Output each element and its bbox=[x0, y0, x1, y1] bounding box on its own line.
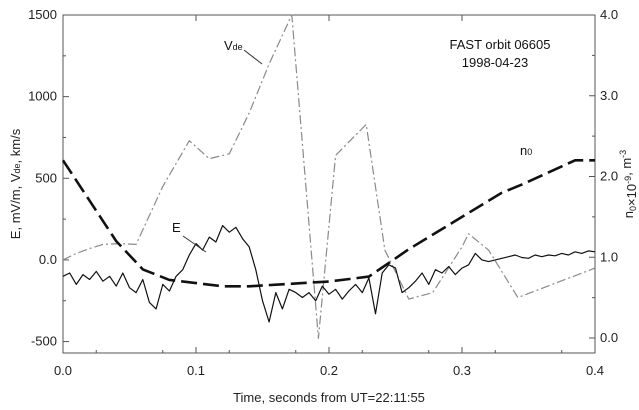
y-right-tick-label: 0.0 bbox=[600, 330, 618, 345]
series-line-e bbox=[62, 225, 596, 323]
x-tick-label: 0.2 bbox=[320, 363, 338, 378]
x-axis-label: Time, seconds from UT=22:11:55 bbox=[233, 390, 425, 405]
x-tick-label: 0.1 bbox=[187, 363, 205, 378]
y-left-tick-label: 500 bbox=[35, 170, 57, 185]
chart-title: FAST orbit 06605 bbox=[450, 37, 551, 52]
labels-layer: Time, seconds from UT=22:11:55 E, mV/m, V… bbox=[8, 37, 639, 405]
y-left-tick-label: -500 bbox=[31, 334, 57, 349]
y-right-tick-label: 2.0 bbox=[600, 169, 618, 184]
annotation-vde: Vde bbox=[224, 38, 243, 53]
y-left-tick-label: 1000 bbox=[28, 89, 57, 104]
y-left-axis-label: E, mV/m, Vde, km/s bbox=[8, 128, 23, 239]
y-right-axis-label: n0×10-9, m-3 bbox=[618, 150, 639, 218]
annotation-n0: n0 bbox=[520, 143, 532, 158]
x-tick-label: 0.0 bbox=[54, 363, 72, 378]
y-left-tick-label: 1500 bbox=[28, 7, 57, 22]
series-line-vde bbox=[62, 14, 596, 339]
series-line-n0 bbox=[61, 159, 595, 288]
y-right-tick-label: 3.0 bbox=[600, 88, 618, 103]
y-right-tick-label: 1.0 bbox=[600, 249, 618, 264]
annotation-vde-pointer bbox=[243, 49, 263, 65]
chart-subtitle: 1998-04-23 bbox=[462, 55, 529, 70]
axes: 0.0 0.1 0.2 0.3 0.4 1500 1000 500 0.0 -500 4.0 3.0 2… bbox=[28, 7, 618, 378]
y-left-tick-label: 0.0 bbox=[39, 252, 57, 267]
annotation-e: E bbox=[172, 220, 181, 235]
x-tick-label: 0.3 bbox=[453, 363, 471, 378]
annotation-e-pointer bbox=[182, 235, 207, 253]
series-layer bbox=[61, 14, 596, 339]
x-tick-label: 0.4 bbox=[586, 363, 604, 378]
y-right-tick-label: 4.0 bbox=[600, 7, 618, 22]
